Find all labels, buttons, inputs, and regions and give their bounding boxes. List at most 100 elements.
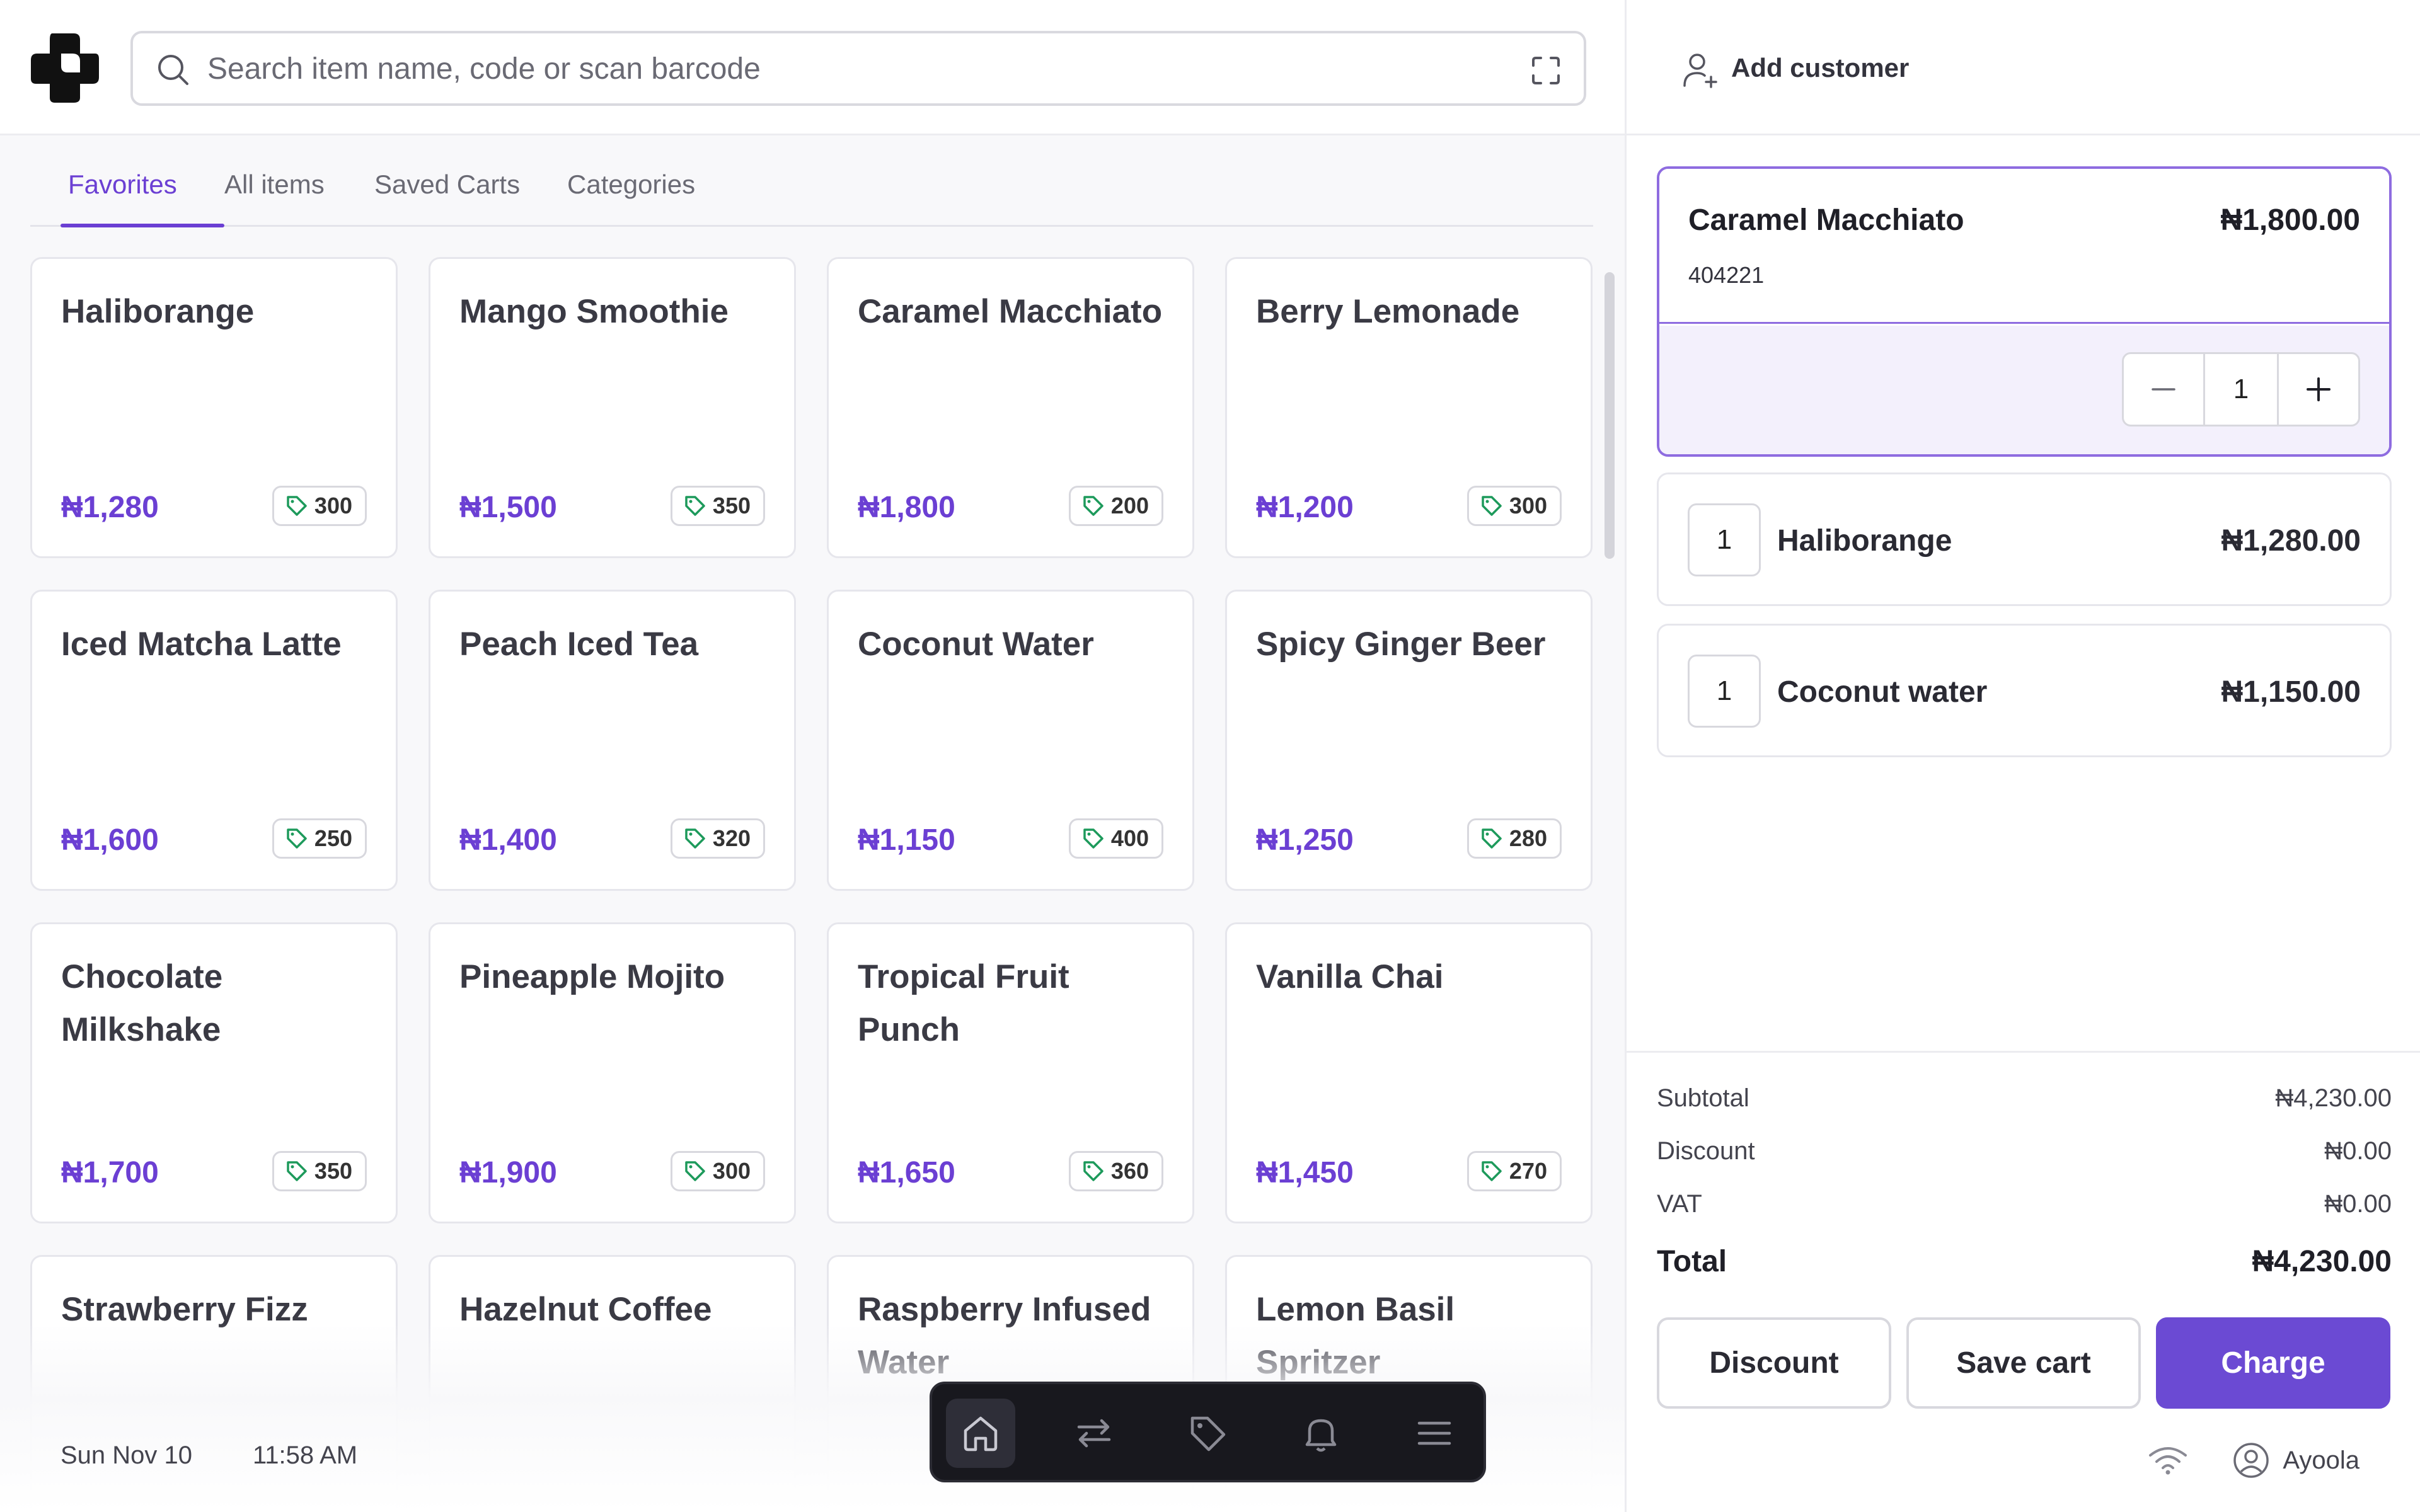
product-card[interactable]: Coconut Water ₦1,150 400: [827, 590, 1194, 891]
menu-icon: [1417, 1421, 1451, 1445]
cart-item[interactable]: 1 Haliborange ₦1,280.00: [1657, 472, 2392, 606]
stock-count: 250: [314, 825, 352, 851]
dock-home-button[interactable]: [946, 1399, 1015, 1468]
stock-count: 350: [712, 493, 751, 518]
product-card[interactable]: Berry Lemonade ₦1,200 300: [1225, 257, 1593, 558]
dock-notifications-button[interactable]: [1286, 1399, 1356, 1468]
cart-item-expanded[interactable]: Caramel Macchiato ₦1,800.00 404221 1: [1657, 166, 2392, 457]
subtotal-row: Subtotal ₦4,230.00: [1657, 1084, 2392, 1113]
product-name: Mango Smoothie: [459, 293, 729, 330]
stock-count: 350: [314, 1158, 352, 1184]
product-name: Vanilla Chai: [1256, 958, 1444, 995]
product-name: Iced Matcha Latte: [61, 626, 342, 663]
total-row: Total ₦4,230.00: [1657, 1244, 2392, 1279]
cart-item-header: Caramel Macchiato ₦1,800.00 404221: [1659, 169, 2389, 324]
transfer-icon: [1077, 1419, 1111, 1448]
cart-item-price: ₦1,800.00: [2220, 203, 2360, 237]
stock-badge: 270: [1466, 1151, 1562, 1191]
product-name: Haliborange: [61, 293, 255, 330]
stock-badge: 400: [1068, 818, 1163, 859]
product-name: Tropical Fruit Punch: [858, 958, 1069, 1048]
product-card[interactable]: Haliborange ₦1,280 300: [30, 257, 398, 558]
charge-button[interactable]: Charge: [2156, 1317, 2390, 1409]
product-name: Berry Lemonade: [1256, 293, 1520, 330]
product-card[interactable]: Caramel Macchiato ₦1,800 200: [827, 257, 1194, 558]
total-value: ₦4,230.00: [2252, 1245, 2392, 1278]
discount-label: Discount: [1657, 1137, 1755, 1165]
status-bar: Ayoola: [2148, 1441, 2360, 1479]
stock-badge: 280: [1466, 818, 1562, 859]
discount-row: Discount ₦0.00: [1657, 1137, 2392, 1166]
tag-icon: [1083, 1161, 1103, 1181]
home-icon: [964, 1416, 998, 1452]
subtotal-label: Subtotal: [1657, 1084, 1749, 1112]
tab-favorites[interactable]: Favorites: [68, 169, 177, 199]
vat-label: VAT: [1657, 1190, 1702, 1218]
product-price: ₦1,450: [1256, 1156, 1354, 1189]
dock-transactions-button[interactable]: [1059, 1399, 1129, 1468]
cart-item-code: 404221: [1688, 262, 1765, 288]
product-price: ₦1,900: [459, 1156, 557, 1189]
product-card[interactable]: Pineapple Mojito ₦1,900 300: [429, 922, 796, 1223]
stock-count: 280: [1509, 825, 1547, 851]
product-name: Coconut Water: [858, 626, 1094, 663]
plus-icon: [2307, 377, 2331, 401]
product-card[interactable]: Vanilla Chai ₦1,450 270: [1225, 922, 1593, 1223]
product-card[interactable]: Spicy Ginger Beer ₦1,250 280: [1225, 590, 1593, 891]
quantity-stepper: 1: [2122, 352, 2360, 427]
product-name: Hazelnut Coffee: [459, 1291, 712, 1328]
product-pane: Favorites All items Saved Carts Categori…: [0, 0, 1625, 1512]
customer-bar[interactable]: Add customer: [1627, 0, 2420, 135]
total-label: Total: [1657, 1245, 1727, 1278]
search-input[interactable]: [207, 42, 1468, 95]
order-summary: Subtotal ₦4,230.00 Discount ₦0.00 VAT ₦0…: [1627, 1051, 2420, 1512]
cart-item[interactable]: 1 Coconut water ₦1,150.00: [1657, 624, 2392, 757]
product-price: ₦1,500: [459, 491, 557, 524]
decrease-qty-button[interactable]: [2124, 354, 2203, 425]
dock-discounts-button[interactable]: [1173, 1399, 1242, 1468]
cart-item-controls: 1: [1659, 326, 2389, 454]
dock-menu-button[interactable]: [1400, 1399, 1469, 1468]
stock-count: 200: [1110, 493, 1149, 518]
vat-row: VAT ₦0.00: [1657, 1190, 2392, 1218]
cart-item-price: ₦1,150.00: [2221, 675, 2361, 709]
current-date: Sun Nov 10: [60, 1441, 193, 1469]
wifi-icon: [2149, 1447, 2187, 1475]
vat-value: ₦0.00: [2324, 1190, 2392, 1218]
search-icon: [158, 55, 188, 85]
grid-scrollbar[interactable]: [1605, 272, 1615, 559]
product-card[interactable]: Iced Matcha Latte ₦1,600 250: [30, 590, 398, 891]
quantity-value[interactable]: 1: [2203, 354, 2279, 425]
product-card[interactable]: Mango Smoothie ₦1,500 350: [429, 257, 796, 558]
tab-categories[interactable]: Categories: [567, 169, 696, 199]
tag-icon: [1190, 1416, 1226, 1452]
stock-count: 300: [1509, 493, 1547, 518]
stock-badge: 250: [272, 818, 367, 859]
top-bar: [0, 0, 1625, 135]
tag-icon: [685, 828, 705, 849]
cart-item-name: Caramel Macchiato: [1688, 203, 1964, 237]
save-cart-button[interactable]: Save cart: [1906, 1317, 2141, 1409]
product-card[interactable]: Chocolate Milkshake ₦1,700 350: [30, 922, 398, 1223]
tab-all-items[interactable]: All items: [224, 169, 325, 199]
product-price: ₦1,400: [459, 823, 557, 857]
product-card[interactable]: Tropical Fruit Punch ₦1,650 360: [827, 922, 1194, 1223]
product-card[interactable]: Peach Iced Tea ₦1,400 320: [429, 590, 796, 891]
product-name: Pineapple Mojito: [459, 958, 725, 995]
stock-count: 360: [1110, 1158, 1149, 1184]
scan-barcode-icon[interactable]: [1531, 55, 1561, 86]
product-name: Caramel Macchiato: [858, 293, 1163, 330]
product-price: ₦1,600: [61, 823, 159, 857]
stock-badge: 300: [670, 1151, 765, 1191]
user-name[interactable]: Ayoola: [2283, 1446, 2360, 1474]
user-avatar-icon[interactable]: [2232, 1441, 2270, 1479]
cart-item-qty: 1: [1688, 503, 1761, 576]
tab-saved-carts[interactable]: Saved Carts: [374, 169, 521, 199]
add-customer-button[interactable]: Add customer: [1731, 53, 1910, 83]
increase-qty-button[interactable]: [2279, 354, 2358, 425]
discount-button[interactable]: Discount: [1657, 1317, 1891, 1409]
cart-pane: Add customer Caramel Macchiato ₦1,800.00…: [1625, 0, 2420, 1512]
product-price: ₦1,200: [1256, 491, 1354, 524]
active-tab-indicator: [60, 224, 224, 227]
